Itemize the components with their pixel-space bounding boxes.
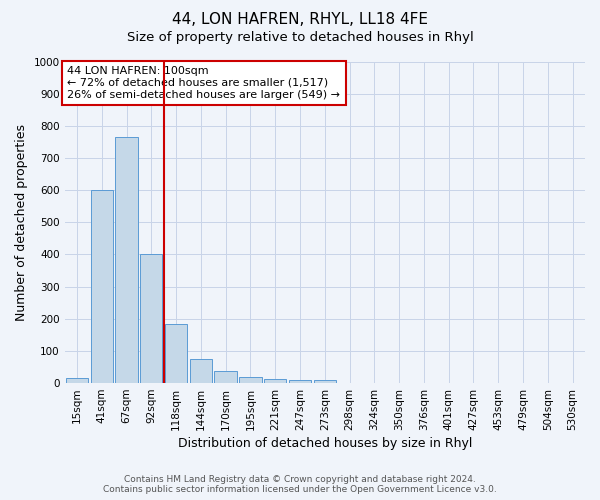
X-axis label: Distribution of detached houses by size in Rhyl: Distribution of detached houses by size … (178, 437, 472, 450)
Text: 44 LON HAFREN: 100sqm
← 72% of detached houses are smaller (1,517)
26% of semi-d: 44 LON HAFREN: 100sqm ← 72% of detached … (67, 66, 340, 100)
Bar (214, 371, 237, 383)
Bar (115, 137, 137, 383)
Bar (66, 378, 88, 383)
Bar (91, 190, 113, 383)
Text: Contains HM Land Registry data © Crown copyright and database right 2024.
Contai: Contains HM Land Registry data © Crown c… (103, 474, 497, 494)
Bar (140, 254, 163, 383)
Bar (165, 324, 187, 383)
Text: Size of property relative to detached houses in Rhyl: Size of property relative to detached ho… (127, 31, 473, 44)
Bar (190, 359, 212, 383)
Bar (264, 379, 286, 383)
Bar (314, 380, 336, 383)
Bar (239, 376, 262, 383)
Text: 44, LON HAFREN, RHYL, LL18 4FE: 44, LON HAFREN, RHYL, LL18 4FE (172, 12, 428, 28)
Bar (289, 380, 311, 383)
Y-axis label: Number of detached properties: Number of detached properties (15, 124, 28, 321)
